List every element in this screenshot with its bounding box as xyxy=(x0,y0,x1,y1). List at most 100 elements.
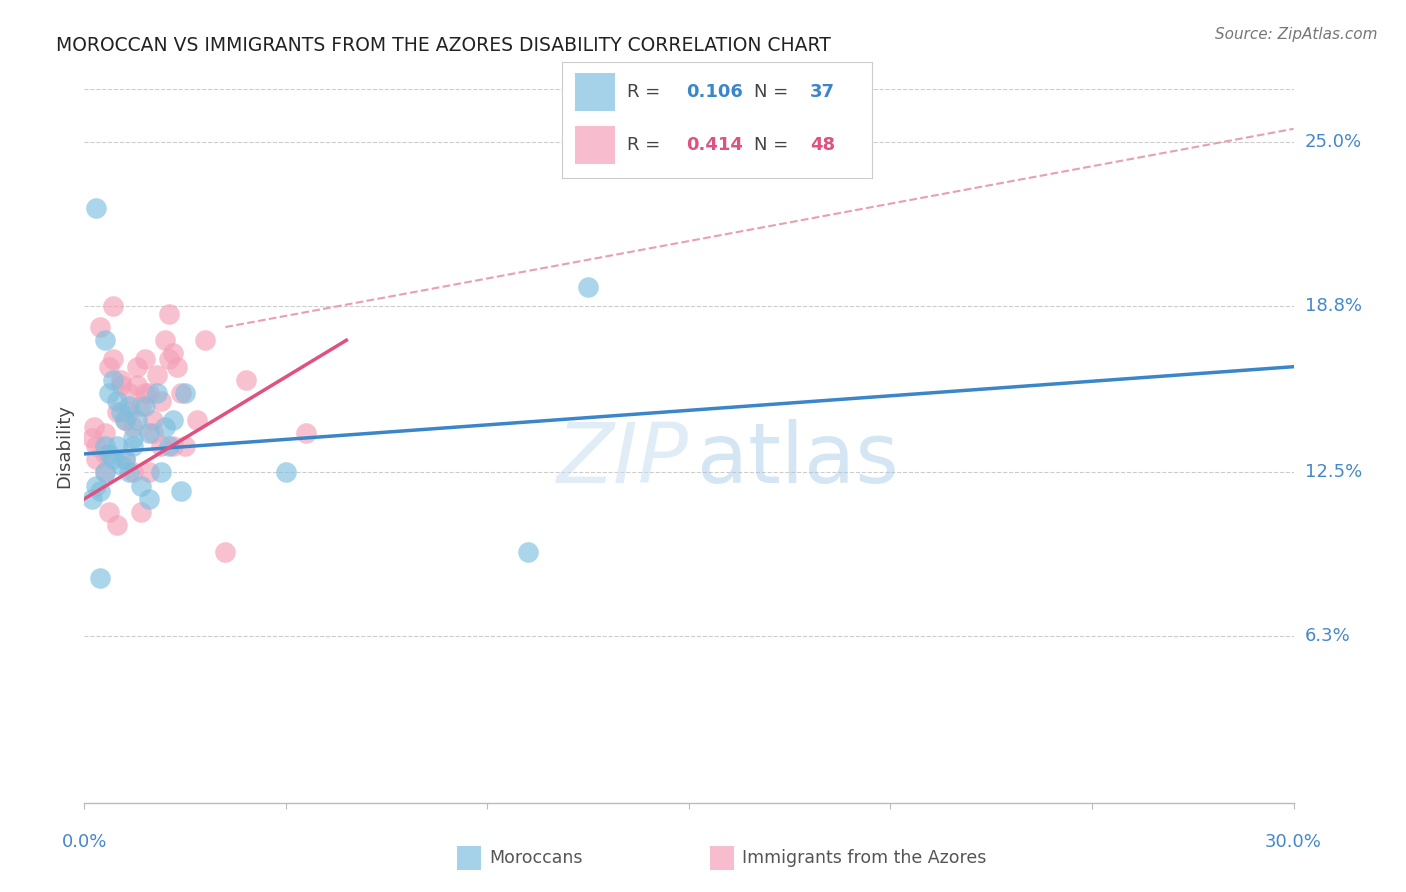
Point xyxy=(174,386,197,401)
Point xyxy=(110,378,132,392)
Text: MOROCCAN VS IMMIGRANTS FROM THE AZORES DISABILITY CORRELATION CHART: MOROCCAN VS IMMIGRANTS FROM THE AZORES D… xyxy=(56,36,831,54)
Text: 25.0%: 25.0% xyxy=(1305,133,1362,151)
Point xyxy=(89,571,111,585)
Point xyxy=(576,280,599,294)
Text: 0.414: 0.414 xyxy=(686,136,742,154)
Point xyxy=(114,412,136,426)
Point xyxy=(118,404,141,418)
Point xyxy=(129,478,152,492)
Point xyxy=(295,425,318,440)
Point xyxy=(89,483,111,498)
Point xyxy=(170,386,193,401)
Point xyxy=(162,346,184,360)
Point xyxy=(121,420,143,434)
Point xyxy=(93,466,115,480)
Point xyxy=(110,404,132,418)
Point xyxy=(121,466,143,480)
Point xyxy=(157,439,180,453)
Text: 0.106: 0.106 xyxy=(686,83,742,101)
Point xyxy=(157,351,180,366)
Point xyxy=(93,333,115,347)
Point xyxy=(162,439,184,453)
Y-axis label: Disability: Disability xyxy=(55,404,73,488)
Point xyxy=(118,400,141,414)
Point xyxy=(186,412,208,426)
Point xyxy=(110,373,132,387)
Point xyxy=(105,394,128,409)
Point xyxy=(142,412,165,426)
Point xyxy=(125,412,148,426)
Point xyxy=(153,420,176,434)
Text: 12.5%: 12.5% xyxy=(1305,464,1362,482)
Text: ZIP: ZIP xyxy=(557,418,689,500)
Point xyxy=(138,466,160,480)
Point xyxy=(138,491,160,506)
Point xyxy=(214,545,236,559)
Point xyxy=(125,359,148,374)
Point xyxy=(86,478,108,492)
Point xyxy=(162,412,184,426)
Point xyxy=(82,431,104,445)
Text: N =: N = xyxy=(754,136,794,154)
Text: R =: R = xyxy=(627,136,666,154)
Point xyxy=(129,505,152,519)
Point xyxy=(93,447,115,461)
Point xyxy=(125,378,148,392)
Point xyxy=(82,491,104,506)
Point xyxy=(105,404,128,418)
Point xyxy=(516,545,538,559)
Point xyxy=(146,368,169,382)
Text: N =: N = xyxy=(754,83,794,101)
Point xyxy=(146,386,169,401)
Point xyxy=(114,452,136,467)
Point xyxy=(121,431,143,445)
Point xyxy=(101,452,124,467)
Point xyxy=(93,439,115,453)
Point xyxy=(101,373,124,387)
Point xyxy=(110,458,132,472)
Text: 37: 37 xyxy=(810,83,835,101)
Point xyxy=(134,351,156,366)
Point xyxy=(114,452,136,467)
Point xyxy=(235,373,257,387)
Point xyxy=(194,333,217,347)
Point xyxy=(118,466,141,480)
Text: R =: R = xyxy=(627,83,666,101)
Point xyxy=(166,359,188,374)
Text: Moroccans: Moroccans xyxy=(489,849,583,867)
Point xyxy=(114,412,136,426)
Point xyxy=(101,351,124,366)
Point xyxy=(138,425,160,440)
Text: Source: ZipAtlas.com: Source: ZipAtlas.com xyxy=(1215,27,1378,42)
Point xyxy=(93,425,115,440)
Point xyxy=(97,386,120,401)
Text: atlas: atlas xyxy=(697,418,898,500)
Point xyxy=(97,447,120,461)
Point xyxy=(101,299,124,313)
Point xyxy=(157,307,180,321)
Point xyxy=(83,420,105,434)
Point xyxy=(134,400,156,414)
Text: 0.0%: 0.0% xyxy=(62,833,107,851)
Point xyxy=(134,386,156,401)
Point xyxy=(142,425,165,440)
Point xyxy=(86,439,108,453)
Point xyxy=(105,518,128,533)
Point xyxy=(129,400,152,414)
Point xyxy=(149,439,172,453)
FancyBboxPatch shape xyxy=(575,73,614,112)
Point xyxy=(93,466,115,480)
Point xyxy=(86,201,108,215)
Point xyxy=(97,505,120,519)
Point xyxy=(138,386,160,401)
Point xyxy=(118,386,141,401)
Point xyxy=(274,466,297,480)
Point xyxy=(149,394,172,409)
Point xyxy=(174,439,197,453)
FancyBboxPatch shape xyxy=(575,126,614,164)
Point xyxy=(89,320,111,334)
Text: 18.8%: 18.8% xyxy=(1305,297,1361,315)
Point xyxy=(170,483,193,498)
Point xyxy=(105,439,128,453)
Text: 48: 48 xyxy=(810,136,835,154)
